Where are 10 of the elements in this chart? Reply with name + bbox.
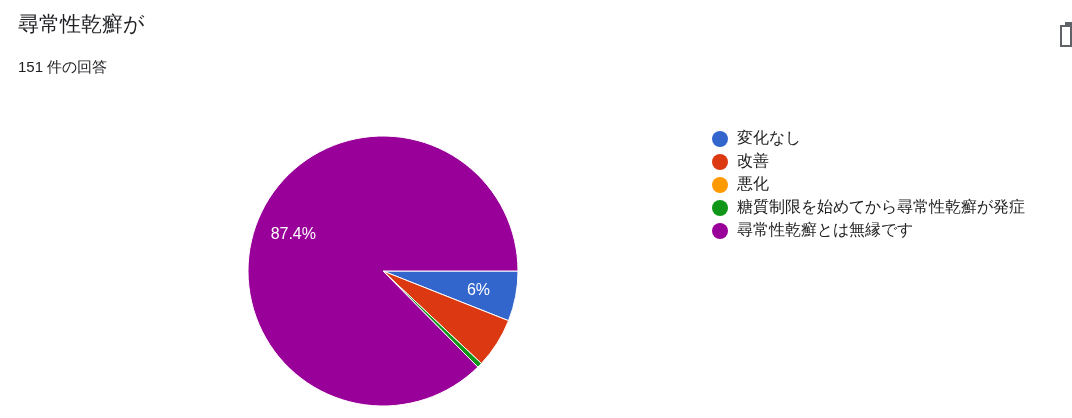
- legend-label: 改善: [737, 151, 769, 171]
- data-label: 87.4%: [270, 225, 316, 243]
- legend-label: 尋常性乾癬とは無縁です: [737, 220, 913, 240]
- pie-slice: [247, 135, 519, 407]
- legend-label: 糖質制限を始めてから尋常性乾癬が発症: [737, 197, 1025, 217]
- chart-title: 尋常性乾癬が: [18, 11, 145, 37]
- data-label: 6%: [466, 280, 491, 298]
- legend-label: 変化なし: [737, 128, 801, 148]
- legend-label: 悪化: [737, 174, 769, 194]
- text: 151 件の回答: [18, 58, 108, 77]
